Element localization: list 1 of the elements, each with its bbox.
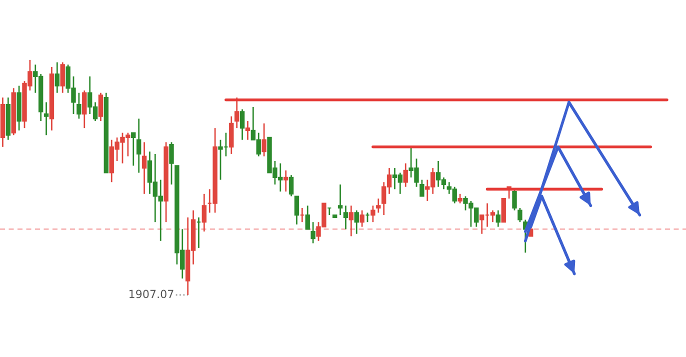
annotation: 1907.07 [129, 290, 174, 298]
